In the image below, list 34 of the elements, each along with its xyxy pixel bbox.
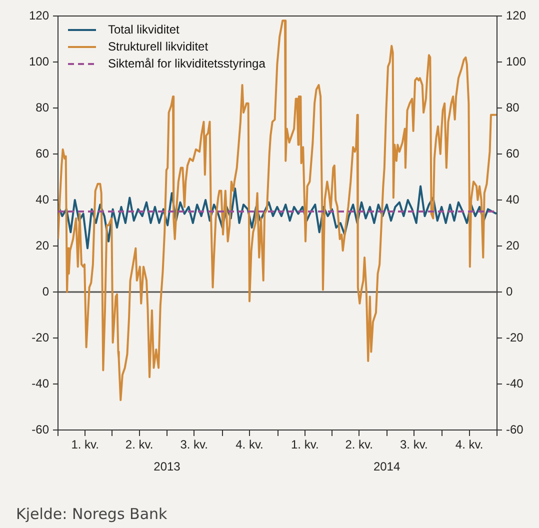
y2-tick-label: -60	[506, 422, 524, 436]
text: Kjelde: Noregs Bank	[16, 505, 168, 523]
y-tick-label: 60	[36, 146, 50, 160]
y2-tick-label: 0	[506, 284, 513, 298]
x-tick-label: 2. kv.	[345, 438, 373, 452]
y-tick-label: -60	[32, 422, 50, 436]
y2-tick-label: -20	[506, 330, 524, 344]
y-tick-label: -20	[32, 330, 50, 344]
y2-tick-label: 120	[506, 8, 526, 22]
y-tick-label: 80	[36, 100, 50, 114]
y-tick-label: 0	[42, 284, 50, 298]
y2-tick-label: 60	[506, 146, 520, 160]
x-tick-label: 3. kv.	[400, 438, 428, 452]
x-tick-label: 1. kv.	[71, 438, 99, 452]
legend-label: Siktemål for likviditetsstyringa	[108, 56, 266, 70]
y2-tick-label: 40	[506, 192, 520, 206]
legend-label: Total likviditet	[108, 22, 180, 36]
x-tick-label: 4. kv.	[236, 438, 264, 452]
x-tick-label: 2. kv.	[125, 438, 154, 452]
y-tick-label: 100	[28, 54, 50, 68]
y2-tick-label: 100	[506, 54, 526, 68]
y-tick-label: -40	[32, 376, 50, 390]
y2-tick-label: 20	[506, 238, 520, 252]
x-tick-label: 4. kv.	[455, 438, 484, 452]
y-tick-label: 120	[28, 8, 50, 22]
y2-tick-label: -40	[506, 376, 524, 390]
x-tick-label: 1. kv.	[291, 438, 319, 452]
x2-tick-label: 2014	[373, 460, 400, 474]
x-tick-label: 3. kv.	[180, 438, 208, 452]
y-tick-label: 20	[36, 238, 50, 252]
y-tick-label: 40	[36, 192, 50, 206]
legend-label: Strukturell likviditet	[108, 39, 209, 54]
y2-tick-label: 80	[506, 100, 520, 114]
x2-tick-label: 2013	[154, 460, 181, 474]
